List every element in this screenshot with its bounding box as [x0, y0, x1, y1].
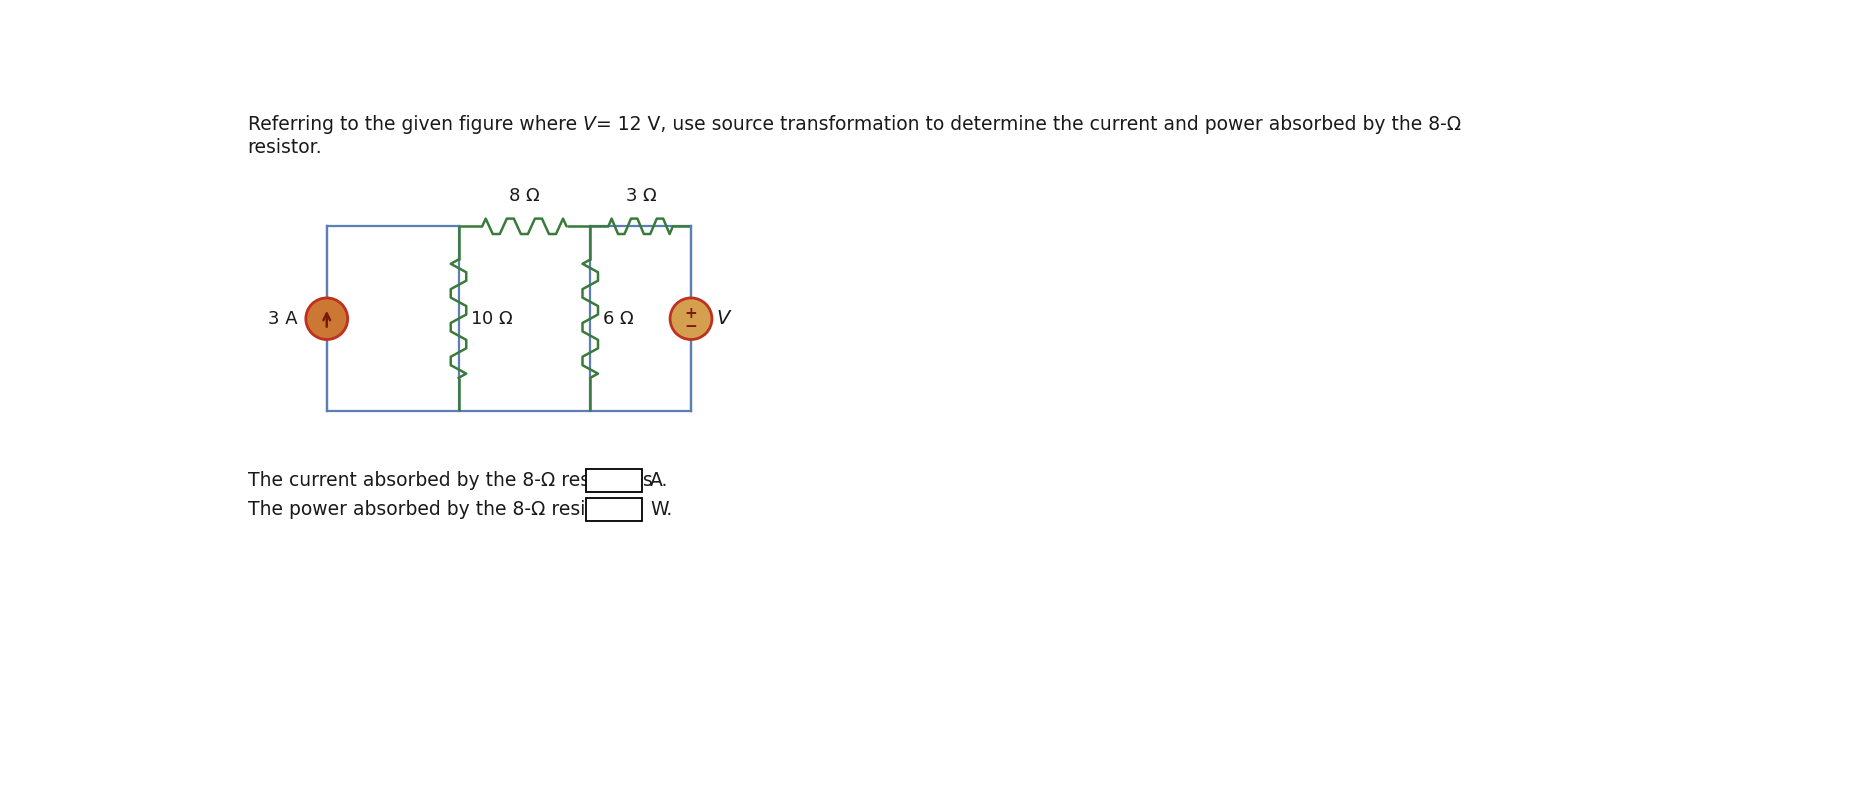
Text: 3 $\Omega$: 3 $\Omega$: [625, 187, 656, 204]
FancyBboxPatch shape: [587, 469, 641, 492]
Text: W.: W.: [651, 500, 671, 520]
Text: 8 $\Omega$: 8 $\Omega$: [509, 187, 540, 204]
Text: resistor.: resistor.: [247, 138, 322, 158]
Text: Referring to the given figure where: Referring to the given figure where: [247, 116, 583, 134]
Text: −: −: [684, 319, 698, 334]
Text: The current absorbed by the 8-Ω resistor is: The current absorbed by the 8-Ω resistor…: [247, 471, 653, 490]
Text: $V$: $V$: [716, 309, 733, 328]
FancyBboxPatch shape: [587, 498, 641, 521]
Circle shape: [669, 298, 712, 339]
Text: = 12 V, use source transformation to determine the current and power absorbed by: = 12 V, use source transformation to det…: [597, 116, 1460, 134]
Text: 10 $\Omega$: 10 $\Omega$: [469, 309, 514, 328]
Text: A.: A.: [651, 471, 668, 490]
Text: 6 $\Omega$: 6 $\Omega$: [602, 309, 634, 328]
Text: 3 A: 3 A: [267, 309, 297, 328]
Circle shape: [307, 298, 348, 339]
Text: V: V: [583, 116, 597, 134]
Text: +: +: [684, 306, 698, 321]
Text: The power absorbed by the 8-Ω resistor is: The power absorbed by the 8-Ω resistor i…: [247, 500, 643, 520]
